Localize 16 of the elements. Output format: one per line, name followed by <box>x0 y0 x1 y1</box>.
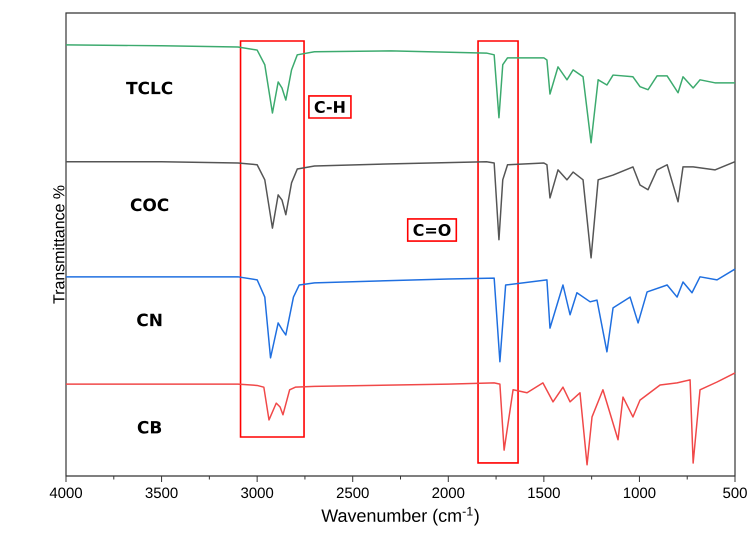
text: COC <box>130 198 168 212</box>
x-tick-label: 3500 <box>146 488 178 498</box>
text: CN <box>137 314 162 326</box>
x-tick-label: 3000 <box>241 488 274 498</box>
x-tick-label: 1000 <box>624 488 656 498</box>
x-tick-label: 1500 <box>528 488 560 498</box>
x-tick-label: 2500 <box>336 488 369 498</box>
annotation: C-H <box>314 100 344 113</box>
x-tick-label: 2000 <box>432 488 464 498</box>
text: TCLC <box>126 82 172 94</box>
x-tick-label: 4000 <box>50 488 82 498</box>
y-axis-title: Transmittance % <box>52 186 64 304</box>
x-tick-label: 500 <box>723 488 747 498</box>
x-axis-title: Wavenumber (cm$^{-1}$) <box>321 506 479 526</box>
text: CB <box>138 420 162 434</box>
annotation: C=O <box>414 224 451 236</box>
